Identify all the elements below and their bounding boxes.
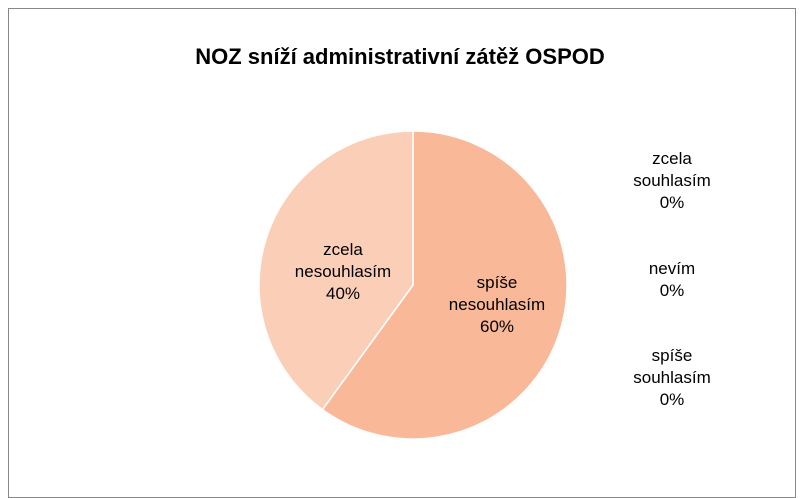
pie-slice: [258, 130, 414, 411]
slice-category: spíše souhlasím: [633, 346, 711, 387]
slice-label: spíše nesouhlasím 60%: [442, 272, 552, 338]
slice-category: nevím: [648, 259, 696, 278]
chart-title: NOZ sníží administrativní zátěž OSPOD: [195, 44, 605, 69]
slice-value: 0%: [659, 281, 685, 300]
slice-category: zcela nesouhlasím: [294, 240, 392, 281]
slice-label: zcela nesouhlasím 40%: [288, 239, 398, 305]
slice-label: spíše souhlasím 0%: [622, 345, 722, 411]
slice-value: 60%: [479, 317, 515, 336]
slice-category: spíše nesouhlasím: [448, 273, 546, 314]
pie: [258, 130, 568, 440]
slice-value: 40%: [325, 284, 361, 303]
slice-label: nevím 0%: [622, 258, 722, 302]
slice-value: 0%: [659, 390, 685, 409]
slice-category: zcela souhlasím: [633, 149, 711, 190]
pie-slice: [321, 130, 568, 440]
slice-label: zcela souhlasím 0%: [622, 148, 722, 214]
slice-value: 0%: [659, 193, 685, 212]
